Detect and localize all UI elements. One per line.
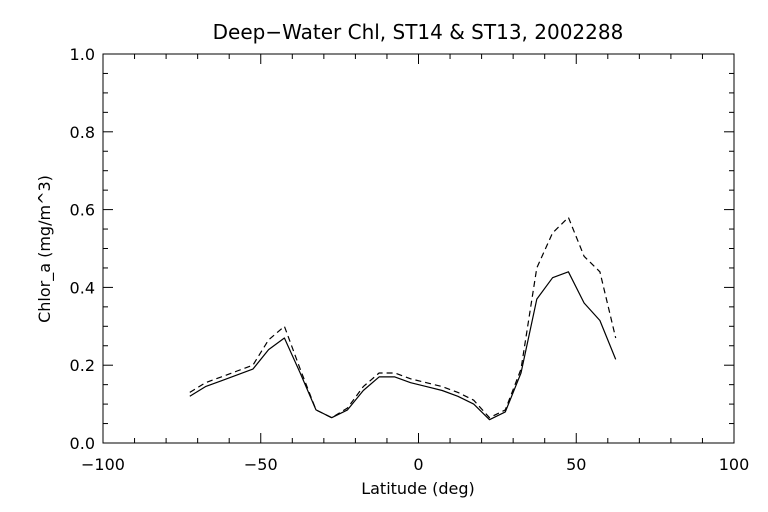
x-tick-label: −100: [81, 455, 125, 474]
x-axis-label: Latitude (deg): [361, 479, 475, 498]
chart-title: Deep−Water Chl, ST14 & ST13, 2002288: [213, 20, 624, 44]
y-tick-label: 0.6: [70, 201, 95, 220]
y-tick-label: 0.2: [70, 356, 95, 375]
y-tick-label: 0.0: [70, 434, 95, 453]
x-tick-label: −50: [244, 455, 278, 474]
y-tick-labels: 0.0 0.2 0.4 0.6 0.8 1.0: [70, 45, 95, 453]
series-line-dashed: [189, 216, 617, 419]
x-tick-label: 0: [413, 455, 423, 474]
series-layer: [189, 216, 617, 421]
y-tick-label: 0.8: [70, 123, 95, 142]
y-axis-label: Chlor_a (mg/m^3): [35, 175, 55, 323]
x-tick-label: 50: [566, 455, 586, 474]
axis-ticks: [102, 53, 735, 444]
series-line-solid: [189, 271, 617, 421]
y-tick-label: 0.4: [70, 278, 95, 297]
x-tick-labels: −100 −50 0 50 100: [81, 455, 749, 474]
y-tick-label: 1.0: [70, 45, 95, 64]
x-tick-label: 100: [719, 455, 750, 474]
